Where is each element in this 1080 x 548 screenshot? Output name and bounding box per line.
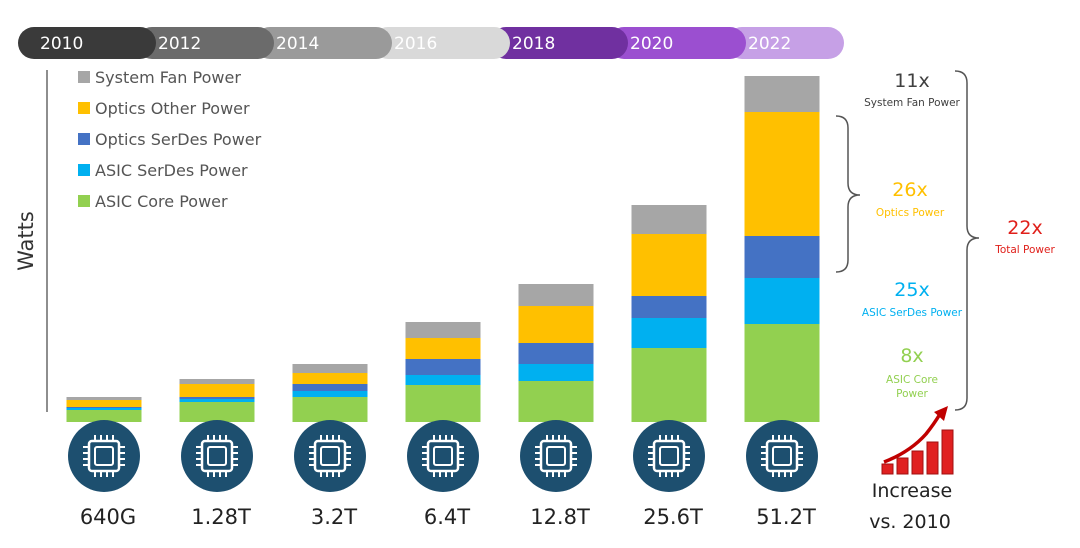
- chip-icon: [633, 420, 705, 492]
- bar-segment: [66, 400, 142, 407]
- increase-note-line1: Increase: [872, 480, 952, 502]
- bar-segment: [405, 359, 481, 375]
- multiplier-label: Total Power: [994, 244, 1055, 256]
- timeline-segment-2018: [490, 27, 628, 59]
- multiplier-label: System Fan Power: [864, 97, 960, 109]
- bars: [66, 76, 820, 422]
- legend-swatch: [78, 195, 90, 207]
- timeline-segment-2012: [136, 27, 274, 59]
- chip-icon: [294, 420, 366, 492]
- growth-chart-icon: [881, 406, 954, 475]
- increase-note-line2: vs. 2010: [869, 511, 951, 533]
- bar-segment: [179, 402, 255, 422]
- bar-segment: [292, 384, 368, 391]
- category-label: 6.4T: [424, 505, 470, 529]
- category-label: 1.28T: [191, 505, 251, 529]
- bar-segment: [518, 284, 594, 306]
- timeline-label-2016: 2016: [394, 34, 437, 54]
- timeline-label-2014: 2014: [276, 34, 319, 54]
- multiplier-label: Power: [896, 388, 928, 400]
- bar-segment: [292, 391, 368, 397]
- bar-segment: [744, 324, 820, 422]
- timeline-label-2012: 2012: [158, 34, 201, 54]
- bar-segment: [744, 76, 820, 112]
- legend-swatch: [78, 133, 90, 145]
- legend-swatch: [78, 164, 90, 176]
- bar-segment: [631, 205, 707, 234]
- bar-segment: [518, 343, 594, 364]
- category-label: 3.2T: [311, 505, 357, 529]
- timeline-segment-2020: [608, 27, 746, 59]
- timeline-label-2020: 2020: [630, 34, 673, 54]
- multiplier-label: Optics Power: [876, 207, 945, 219]
- chip-icon: [520, 420, 592, 492]
- bar-segment: [66, 410, 142, 422]
- chip-icon: [407, 420, 479, 492]
- category-label: 25.6T: [643, 505, 703, 529]
- bar-segment: [631, 296, 707, 318]
- total-power-bracket: [954, 70, 980, 411]
- multiplier-value: 26x: [892, 179, 927, 201]
- multiplier-label: ASIC Core: [886, 374, 938, 386]
- bar-segment: [179, 384, 255, 397]
- multiplier-value: 11x: [894, 70, 929, 92]
- bar-segment: [518, 381, 594, 422]
- bar-segment: [631, 318, 707, 348]
- category-labels: 640G 1.28T 3.2T 6.4T 12.8T 25.6T 51.2T: [80, 505, 816, 529]
- bar-segment: [405, 375, 481, 385]
- category-label: 640G: [80, 505, 136, 529]
- bar-segment: [744, 236, 820, 278]
- bar-segment: [405, 322, 481, 338]
- y-axis-label: Watts: [14, 211, 38, 271]
- multiplier-value: 8x: [900, 345, 923, 367]
- timeline-label-2010: 2010: [40, 34, 83, 54]
- chip-icons: [68, 420, 818, 492]
- timeline-segment-2010: [18, 27, 156, 59]
- category-label: 12.8T: [530, 505, 590, 529]
- bar-segment: [631, 348, 707, 422]
- bar-segment: [292, 373, 368, 384]
- legend-entry: Optics SerDes Power: [95, 130, 262, 149]
- timeline-bar: 2010 2012 2014 2016 2018 2020 2022: [18, 27, 844, 59]
- bar-segment: [179, 379, 255, 384]
- timeline-segment-2022: [726, 27, 844, 59]
- timeline-segment-2014: [254, 27, 392, 59]
- legend-swatch: [78, 102, 90, 114]
- bar-segment: [405, 338, 481, 359]
- bar-segment: [292, 364, 368, 373]
- multiplier-value: 25x: [894, 279, 929, 301]
- legend-entry: System Fan Power: [95, 68, 241, 87]
- optics-power-bracket: [835, 115, 861, 273]
- legend-entry: Optics Other Power: [95, 99, 250, 118]
- legend: System Fan Power Optics Other Power Optics…: [78, 68, 262, 211]
- bar-segment: [66, 407, 142, 408]
- bar-segment: [744, 112, 820, 236]
- timeline-segment-2016: [372, 27, 510, 59]
- bar-segment: [405, 385, 481, 422]
- bar-segment: [66, 397, 142, 400]
- bar-segment: [66, 408, 142, 410]
- bar-segment: [518, 306, 594, 343]
- multiplier-label: ASIC SerDes Power: [862, 307, 963, 319]
- chip-icon: [746, 420, 818, 492]
- brackets: [835, 70, 980, 411]
- chip-icon: [181, 420, 253, 492]
- legend-entry: ASIC Core Power: [95, 192, 228, 211]
- legend-swatch: [78, 71, 90, 83]
- multiplier-annotations: 11x System Fan Power 26x Optics Power 25x ASI…: [862, 70, 1056, 400]
- bar-segment: [179, 397, 255, 399]
- timeline-label-2018: 2018: [512, 34, 555, 54]
- legend-entry: ASIC SerDes Power: [95, 161, 248, 180]
- bar-segment: [631, 234, 707, 296]
- bar-segment: [518, 364, 594, 381]
- timeline-label-2022: 2022: [748, 34, 791, 54]
- category-label: 51.2T: [756, 505, 816, 529]
- bar-segment: [179, 399, 255, 402]
- bar-segment: [744, 278, 820, 324]
- bar-segment: [292, 397, 368, 422]
- chip-icon: [68, 420, 140, 492]
- multiplier-value: 22x: [1007, 217, 1042, 239]
